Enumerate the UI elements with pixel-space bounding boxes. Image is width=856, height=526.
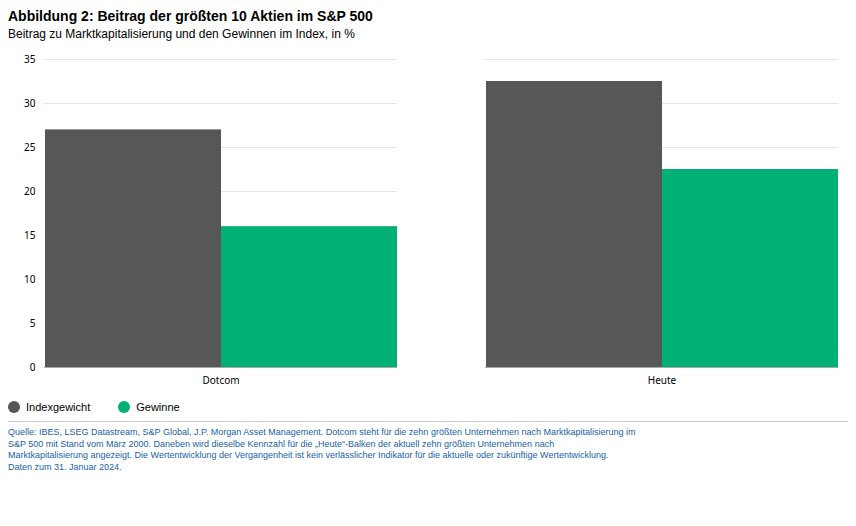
- html-text:Indexgewicht: Indexgewicht: [26, 401, 91, 413]
- html-text:Quelle: IBES, LSEG Datastream,: Quelle: IBES, LSEG Datastream, S&P Globa…: [8, 427, 636, 437]
- svg-text:0: 0: [30, 360, 36, 374]
- html-text:S&P 500 mit Stand vom März 200: S&P 500 mit Stand vom März 2000. Daneben…: [8, 438, 555, 449]
- svg-text:30: 30: [24, 96, 36, 110]
- svg-text:Heute: Heute: [648, 373, 677, 387]
- svg-text:35: 35: [24, 52, 36, 66]
- svg-text:5: 5: [30, 316, 36, 330]
- svg-text:Dotcom: Dotcom: [202, 373, 239, 387]
- svg-text:20: 20: [24, 184, 36, 198]
- svg-text:10: 10: [24, 272, 36, 286]
- html-text:Daten zum 31. Januar 2024.: Daten zum 31. Januar 2024.: [8, 462, 122, 473]
- html-text:Marktkapitalisierung angezeigt: Marktkapitalisierung angezeigt. Die Wert…: [8, 450, 609, 461]
- html-text:Beitrag zu Marktkapitalisierun: Beitrag zu Marktkapitalisierung und den …: [8, 27, 355, 41]
- html-text:Abbildung 2: Beitrag der größt: Abbildung 2: Beitrag der größten 10 Akti…: [8, 8, 373, 24]
- svg-text:15: 15: [24, 228, 36, 242]
- svg-text:25: 25: [24, 140, 36, 154]
- html-text:Gewinne: Gewinne: [136, 401, 180, 413]
